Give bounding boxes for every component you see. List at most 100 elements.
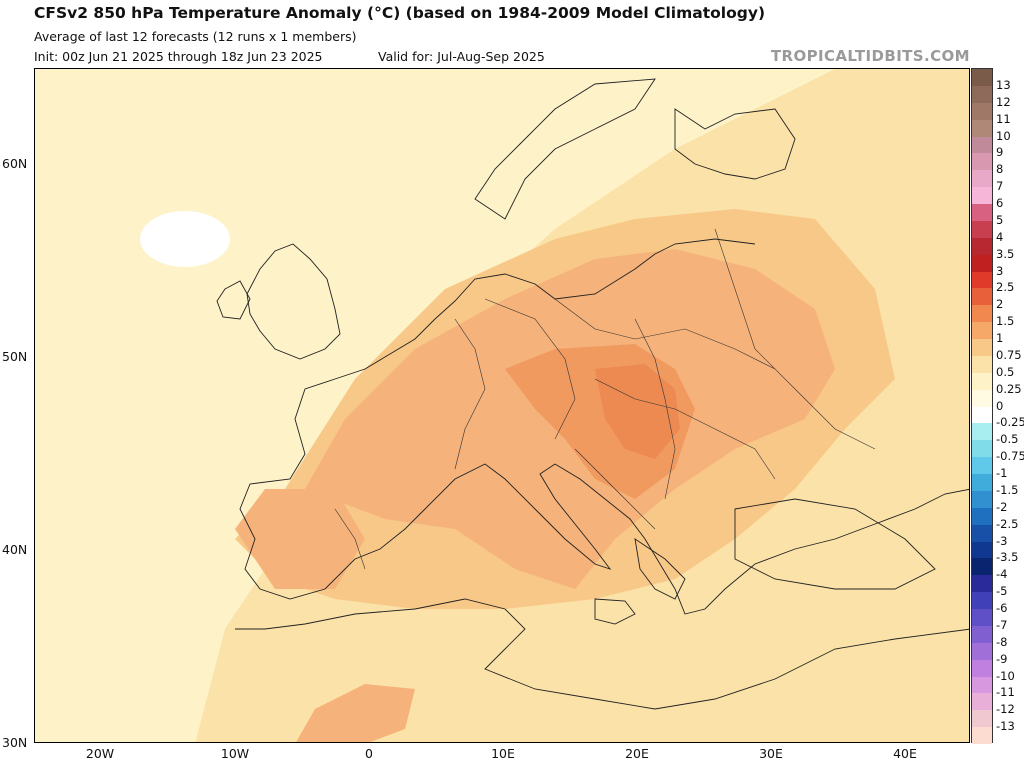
- colorbar-cell: [972, 575, 992, 593]
- colorbar-cell: [972, 474, 992, 491]
- anomaly-zone-1-iberia: [235, 489, 365, 589]
- colorbar-cell: [972, 592, 992, 609]
- init-text: Init: 00z Jun 21 2025 through 18z Jun 23…: [34, 49, 323, 64]
- colorbar-tick-label: 7: [996, 179, 1004, 194]
- colorbar-tick-label: -11: [996, 685, 1015, 700]
- coastlines: [216, 78, 969, 710]
- colorbar-tick-label: -2: [996, 499, 1008, 514]
- colorbar-tick-label: 0: [996, 398, 1004, 413]
- colorbar-cell: [972, 524, 992, 542]
- colorbar-cell: [972, 406, 992, 424]
- colorbar-tick-label: 2: [996, 297, 1004, 312]
- colorbar-tick-label: 10: [996, 128, 1011, 143]
- mediterranean-north-coast: [239, 318, 969, 615]
- colorbar-tick-label: -6: [996, 601, 1008, 615]
- colorbar-cell: [972, 676, 992, 694]
- lat-label-60n: 60N: [2, 156, 28, 171]
- greece-coast: [634, 538, 686, 600]
- colorbar-tick-label: 9: [996, 145, 1004, 160]
- colorbar-cell: [972, 355, 992, 373]
- lon-label-30e: 30E: [759, 746, 783, 761]
- hungary-romania-border: [594, 378, 776, 480]
- sicily-coast: [594, 598, 636, 625]
- colorbar-tick-label: -3.5: [996, 550, 1019, 565]
- colorbar-cell: [972, 609, 992, 626]
- colorbar-cell: [972, 237, 992, 255]
- colorbar-tick-label: -0.5: [996, 432, 1019, 447]
- central-border: [634, 318, 676, 500]
- colorbar: [971, 68, 993, 744]
- colorbar-tick-label: -5: [996, 584, 1008, 599]
- colorbar-tick-label: 12: [996, 94, 1011, 109]
- germany-east-border: [484, 298, 576, 440]
- colorbar-cell: [972, 322, 992, 339]
- colorbar-cell: [972, 119, 992, 137]
- iberia-border: [334, 508, 366, 570]
- lon-label-10w: 10W: [220, 746, 250, 761]
- colorbar-cell: [972, 339, 992, 356]
- colorbar-tick-label: -0.25: [996, 415, 1024, 430]
- colorbar-tick-label: 4: [996, 229, 1004, 244]
- finland-coast: [674, 108, 796, 180]
- init-line: Init: 00z Jun 21 2025 through 18z Jun 23…: [34, 49, 545, 64]
- colorbar-tick-label: -0.75: [996, 449, 1024, 464]
- lat-label-30n: 30N: [2, 735, 28, 750]
- colorbar-cell: [972, 220, 992, 238]
- colorbar-tick-label: -2.5: [996, 516, 1019, 531]
- lat-label-40n: 40N: [2, 542, 28, 557]
- colorbar-cell: [972, 254, 992, 272]
- lon-label-10e: 10E: [491, 746, 515, 761]
- colorbar-tick-label: 0.25: [996, 381, 1022, 396]
- colorbar-tick-label: 1: [996, 331, 1004, 345]
- colorbar-tick-label: 3: [996, 263, 1004, 278]
- ireland-coast: [216, 280, 251, 320]
- ukraine-border: [714, 228, 876, 450]
- colorbar-cell: [972, 136, 992, 154]
- colorbar-cell: [972, 659, 992, 677]
- colorbar-cell: [972, 153, 992, 171]
- colorbar-tick-label: -8: [996, 634, 1008, 649]
- colorbar-tick-label: -9: [996, 651, 1008, 666]
- scandinavia-coast: [474, 78, 656, 220]
- colorbar-cell: [972, 490, 992, 508]
- colorbar-cell: [972, 457, 992, 474]
- colorbar-tick-label: 3.5: [996, 246, 1015, 261]
- colorbar-cell: [972, 305, 992, 323]
- colorbar-cell: [972, 170, 992, 188]
- balkan-border: [574, 448, 656, 530]
- chart-subtitle: Average of last 12 forecasts (12 runs x …: [34, 29, 357, 44]
- colorbar-cell: [972, 558, 992, 576]
- colorbar-cell: [972, 85, 992, 103]
- colorbar-cell: [972, 271, 992, 289]
- colorbar-cell: [972, 204, 992, 221]
- colorbar-cell: [972, 642, 992, 660]
- colorbar-tick-label: -13: [996, 719, 1015, 734]
- colorbar-cell: [972, 507, 992, 525]
- poland-south-border: [554, 298, 776, 370]
- anomaly-zone-1-africa: [296, 684, 415, 742]
- colorbar-tick-label: -1: [996, 466, 1008, 480]
- colorbar-cell: [972, 69, 992, 86]
- lon-label-20w: 20W: [85, 746, 115, 761]
- chart-title: CFSv2 850 hPa Temperature Anomaly (°C) (…: [34, 4, 766, 22]
- anomaly-zone-zero: [140, 211, 230, 267]
- colorbar-tick-label: 8: [996, 162, 1004, 177]
- colorbar-cell: [972, 288, 992, 306]
- colorbar-cell: [972, 625, 992, 643]
- anomaly-map: [34, 68, 970, 743]
- map-canvas: [35, 69, 969, 742]
- colorbar-tick-label: -3: [996, 533, 1008, 548]
- colorbar-tick-label: 6: [996, 196, 1004, 210]
- borders: [334, 228, 876, 570]
- colorbar-cell: [972, 440, 992, 458]
- colorbar-tick-label: 5: [996, 212, 1004, 227]
- colorbar-cell: [972, 710, 992, 728]
- colorbar-tick-label: -1.5: [996, 482, 1019, 497]
- colorbar-tick-label: -10: [996, 668, 1015, 683]
- north-africa-coast: [235, 598, 969, 710]
- colorbar-tick-label: 11: [996, 111, 1011, 126]
- colorbar-tick-label: 0.5: [996, 364, 1015, 379]
- north-sea-baltic-coast: [434, 238, 756, 320]
- colorbar-tick-label: 13: [996, 77, 1011, 92]
- colorbar-tick-label: 0.75: [996, 347, 1022, 362]
